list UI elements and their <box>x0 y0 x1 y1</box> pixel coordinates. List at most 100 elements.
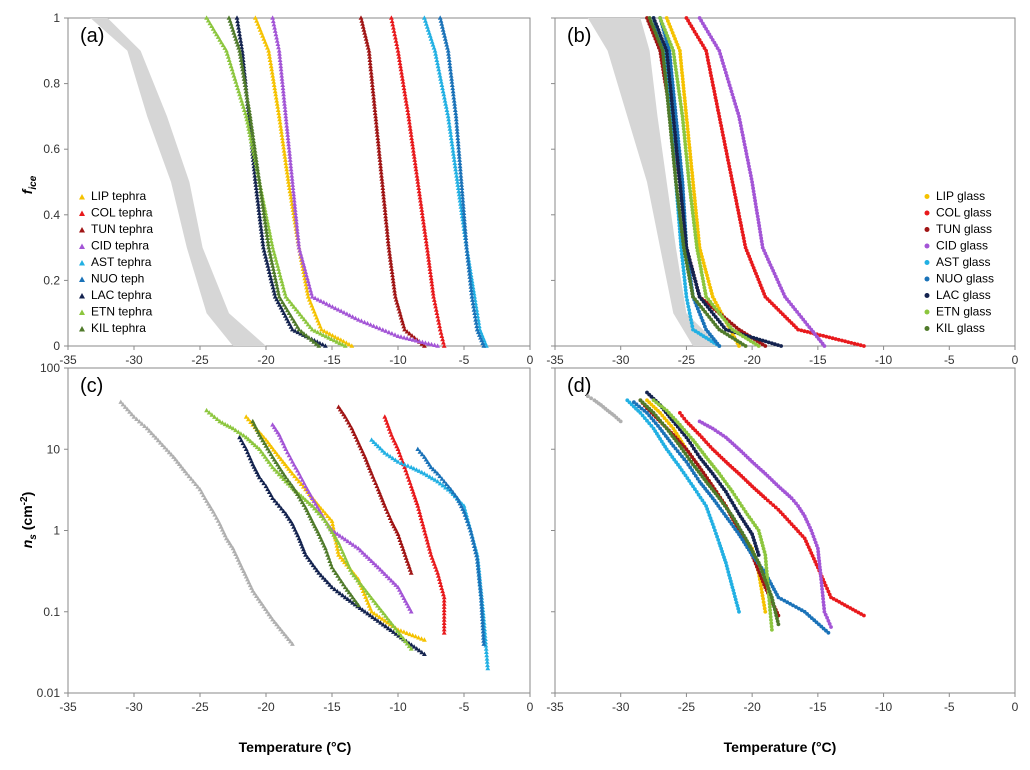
data-point <box>672 34 676 38</box>
data-point <box>724 73 729 78</box>
data-point <box>259 198 265 203</box>
data-point <box>250 135 256 141</box>
data-point <box>685 267 690 271</box>
data-point <box>671 48 676 53</box>
data-point <box>669 28 674 32</box>
data-point <box>651 418 656 423</box>
data-point <box>423 235 429 240</box>
data-point <box>276 624 281 629</box>
data-point <box>369 609 374 614</box>
data-point <box>308 560 314 565</box>
data-point <box>149 430 154 436</box>
data-point <box>814 562 819 567</box>
data-point <box>696 251 700 256</box>
data-point <box>739 329 744 334</box>
data-point <box>684 294 689 299</box>
data-point <box>410 632 416 638</box>
data-point <box>696 230 700 234</box>
data-point <box>480 632 486 637</box>
data-point <box>279 474 284 479</box>
data-point <box>681 214 686 219</box>
data-point <box>772 271 777 276</box>
data-point <box>453 170 459 175</box>
data-point <box>673 64 678 69</box>
data-point <box>118 399 124 404</box>
data-point <box>735 529 739 534</box>
data-point <box>779 344 783 348</box>
data-point <box>858 343 863 348</box>
data-point <box>368 63 373 69</box>
data-point <box>268 275 274 281</box>
data-point <box>342 536 348 542</box>
data-point <box>422 15 427 20</box>
data-point <box>647 413 652 418</box>
data-point <box>334 588 340 594</box>
data-point <box>470 300 476 306</box>
data-point <box>802 329 807 334</box>
data-point <box>460 198 466 203</box>
data-point <box>669 70 674 75</box>
data-point <box>397 309 402 314</box>
data-point <box>742 239 747 244</box>
data-point <box>458 166 463 172</box>
data-point <box>457 157 462 162</box>
data-point <box>441 630 447 635</box>
data-point <box>728 167 732 172</box>
data-point <box>733 506 738 511</box>
data-point <box>370 85 376 91</box>
data-point <box>347 598 353 603</box>
series-etn <box>658 16 761 348</box>
data-point <box>348 540 353 545</box>
data-point <box>345 596 351 601</box>
data-point <box>419 518 425 524</box>
data-point <box>398 633 404 638</box>
data-point <box>467 274 473 279</box>
data-point <box>484 656 490 661</box>
data-point <box>320 332 326 337</box>
data-point <box>618 419 623 424</box>
data-point <box>450 88 456 94</box>
data-point <box>455 185 461 190</box>
data-point <box>687 258 692 262</box>
data-point <box>255 198 261 203</box>
data-point <box>676 202 681 206</box>
legend-entry-kil: KIL glass <box>936 321 985 335</box>
data-point <box>749 260 754 264</box>
data-point <box>285 307 290 313</box>
data-point <box>667 117 672 122</box>
data-point <box>301 331 307 336</box>
data-point <box>255 170 261 175</box>
data-point <box>402 327 407 332</box>
data-point <box>805 542 810 547</box>
data-point <box>304 275 310 281</box>
data-point <box>682 223 687 228</box>
data-point <box>697 465 702 470</box>
data-point <box>225 423 231 428</box>
data-point <box>375 443 381 449</box>
data-point <box>439 585 445 591</box>
data-point <box>698 264 703 268</box>
data-point <box>696 35 700 39</box>
series-tun <box>336 404 414 575</box>
data-point <box>763 609 768 614</box>
data-point <box>751 520 755 525</box>
data-point <box>767 260 772 264</box>
data-point <box>461 207 466 212</box>
data-point <box>692 223 697 228</box>
data-point <box>142 423 147 428</box>
data-point <box>466 264 472 270</box>
data-point <box>204 498 209 503</box>
data-point <box>297 248 303 253</box>
data-point <box>730 514 735 519</box>
data-point <box>711 525 716 530</box>
data-point <box>411 154 417 159</box>
data-point <box>462 220 467 225</box>
data-point <box>683 254 688 259</box>
data-point <box>290 483 295 489</box>
data-point <box>342 414 348 419</box>
data-point <box>797 606 801 611</box>
x-tick-label: -20 <box>257 700 275 714</box>
data-point <box>467 277 473 283</box>
data-point <box>262 454 268 459</box>
data-point <box>680 454 684 459</box>
